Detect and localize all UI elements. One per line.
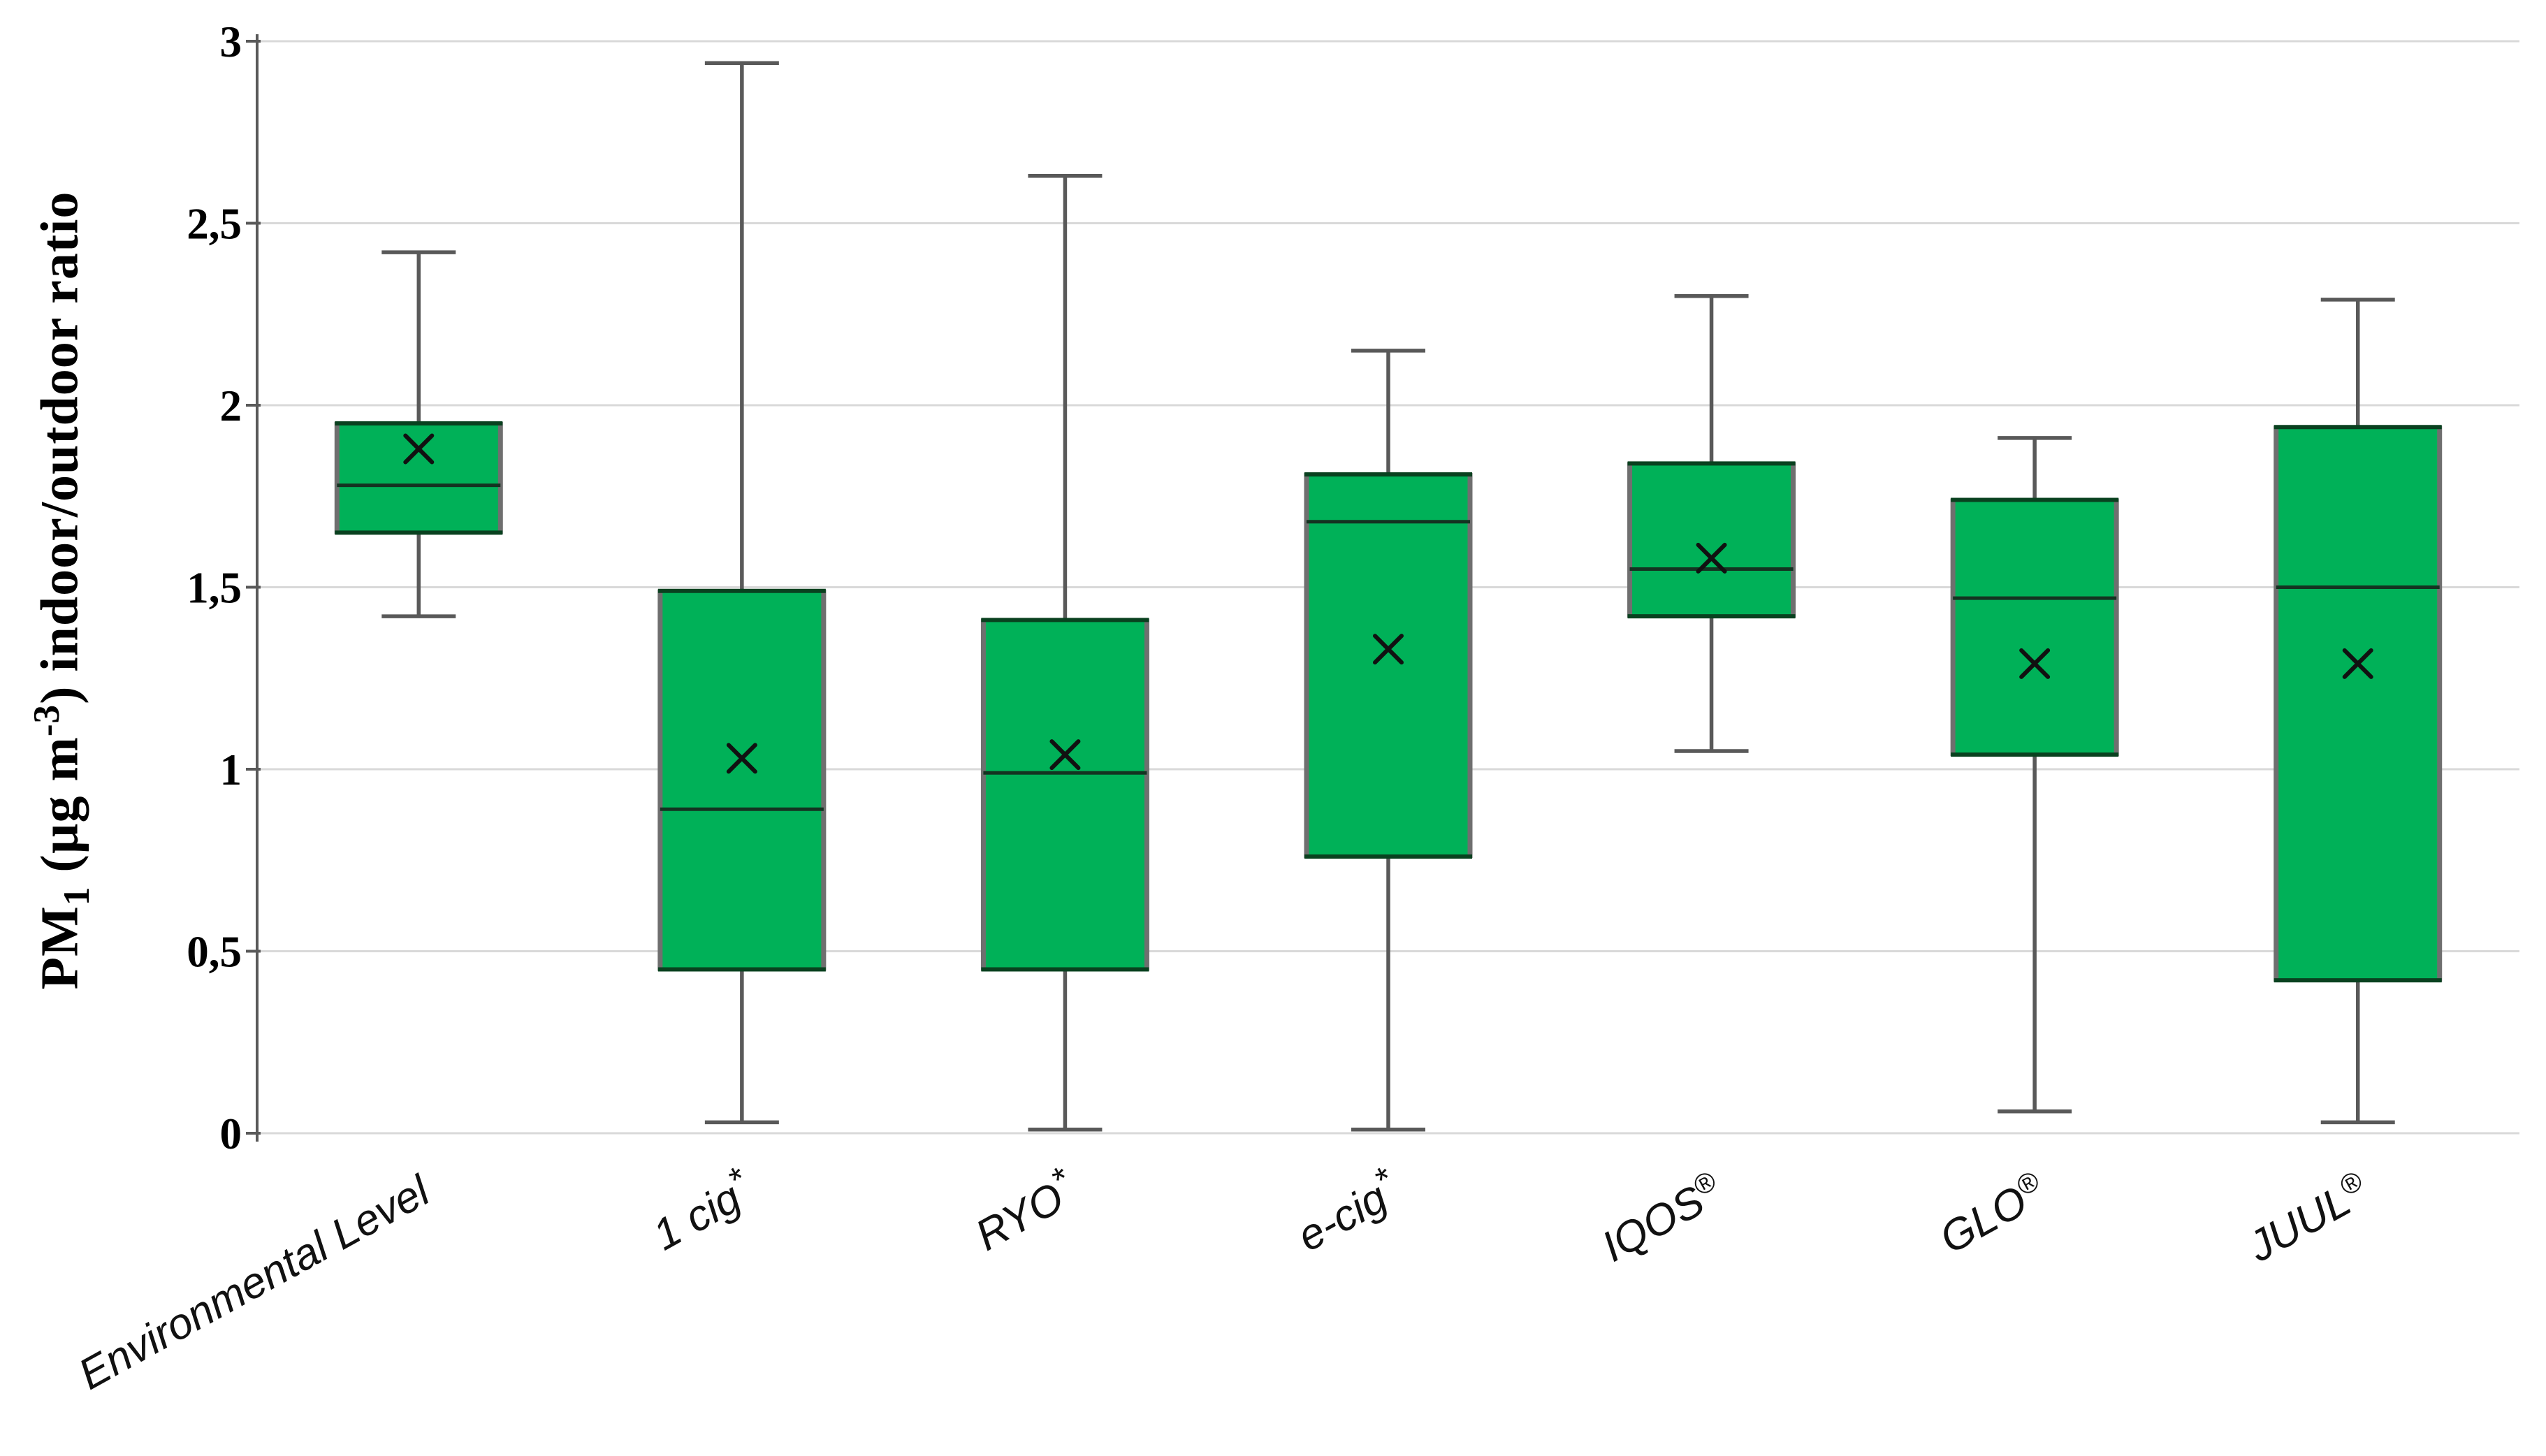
x-axis-label: 1 cig* bbox=[641, 1159, 762, 1260]
box-group-e-cig bbox=[1304, 349, 1473, 1132]
x-axis-label: RYO* bbox=[963, 1159, 1084, 1260]
mean-marker bbox=[403, 433, 435, 465]
box-group-glo bbox=[1950, 436, 2119, 1114]
y-tick-label: 0 bbox=[220, 1109, 242, 1158]
x-axis-label: e-cig* bbox=[1286, 1159, 1408, 1261]
y-axis-title-part: -3 bbox=[26, 704, 68, 737]
x-axis-labels: Environmental Level 1 cig* RYO* e-cig* IQOS®… bbox=[71, 1159, 2377, 1399]
y-axis-title: PM1 (µg m-3) indoor/outdoor ratio bbox=[25, 191, 98, 990]
x-axis-label: IQOS® bbox=[1594, 1165, 1731, 1272]
x-axis-label-group: e-cig* bbox=[1286, 1159, 1408, 1261]
x-axis-label-group: IQOS® bbox=[1594, 1165, 1731, 1272]
x-axis-label-group: Environmental Level bbox=[71, 1166, 439, 1399]
mean-marker bbox=[1373, 634, 1404, 665]
x-axis-label: JUUL® bbox=[2239, 1165, 2377, 1272]
mean-marker bbox=[726, 743, 757, 774]
box-iqr bbox=[660, 590, 824, 970]
box-iqr bbox=[983, 620, 1147, 970]
x-axis-label: Environmental Level bbox=[71, 1166, 439, 1399]
y-axis-title-part: (µg m bbox=[30, 736, 89, 887]
y-tick-label: 3 bbox=[220, 17, 242, 66]
box-iqr bbox=[1629, 463, 1794, 617]
x-axis-label-group: 1 cig* bbox=[641, 1159, 762, 1260]
box-group-ryo bbox=[980, 174, 1149, 1132]
x-axis-label-group: JUUL® bbox=[2239, 1165, 2377, 1272]
box-group-1-cig bbox=[657, 61, 827, 1125]
box-group-iqos bbox=[1627, 293, 1796, 753]
box-group-juul bbox=[2274, 298, 2443, 1125]
x-axis-label: GLO® bbox=[1931, 1165, 2053, 1263]
y-tick-label: 2 bbox=[220, 381, 242, 430]
box-group-environmental-level bbox=[334, 250, 503, 618]
x-axis-label-text: Environmental Level bbox=[71, 1166, 439, 1399]
box-iqr bbox=[337, 423, 501, 533]
y-axis-title-part: 1 bbox=[55, 886, 97, 906]
x-axis-label-text: IQOS bbox=[1594, 1177, 1712, 1272]
y-tick-label: 0,5 bbox=[187, 928, 242, 977]
y-tick-label: 2,5 bbox=[187, 200, 242, 249]
y-axis: 0 0,5 1 1,5 2 2,5 3 bbox=[187, 17, 261, 1158]
mean-marker bbox=[2019, 648, 2051, 679]
x-axis-label-group: GLO® bbox=[1931, 1165, 2053, 1263]
mean-marker bbox=[2342, 648, 2373, 679]
box-iqr bbox=[1307, 474, 1470, 857]
y-tick-label: 1,5 bbox=[187, 564, 242, 613]
y-axis-title-part: ) indoor/outdoor ratio bbox=[30, 191, 89, 704]
mean-marker bbox=[1696, 542, 1727, 574]
mean-marker bbox=[1049, 739, 1081, 771]
x-axis-label-group: RYO* bbox=[963, 1159, 1084, 1260]
x-axis-label-text: JUUL bbox=[2240, 1177, 2359, 1272]
y-axis-title-part: PM bbox=[30, 905, 89, 990]
y-tick-label: 1 bbox=[220, 745, 242, 794]
box-iqr bbox=[1953, 500, 2117, 755]
box-iqr bbox=[2276, 427, 2440, 981]
